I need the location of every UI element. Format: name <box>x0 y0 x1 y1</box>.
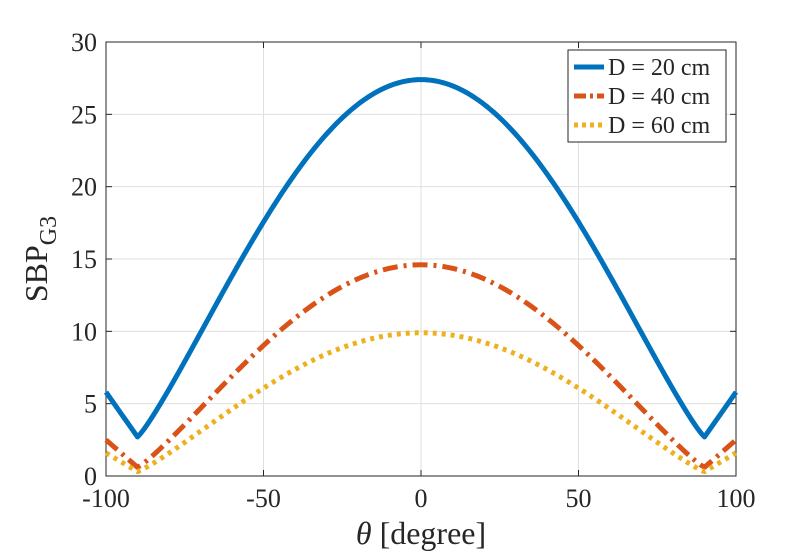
axis-ticks <box>105 41 737 477</box>
y-tick-label: 0 <box>84 462 97 491</box>
series-line-1 <box>103 77 739 440</box>
y-tick-label: 5 <box>84 390 97 419</box>
legend-label-1: D = 20 cm <box>608 55 711 81</box>
x-tick-label: -50 <box>246 484 281 513</box>
x-axis-label-text: [degree] <box>372 515 487 551</box>
x-tick-label: -100 <box>82 484 130 513</box>
x-tick-label: 100 <box>717 484 756 513</box>
y-axis-label: SBPG3 <box>18 216 62 302</box>
tick-labels: -100 -50 0 50 100 0 5 10 15 20 25 30 <box>71 28 756 513</box>
y-tick-label: 30 <box>71 28 97 57</box>
y-tick-label: 15 <box>71 245 97 274</box>
legend-label-2: D = 40 cm <box>608 84 711 110</box>
series-group <box>103 77 739 475</box>
y-tick-label: 10 <box>71 317 97 346</box>
x-tick-label: 0 <box>415 484 428 513</box>
y-tick-label: 20 <box>71 173 97 202</box>
y-axis-label-main: SBP <box>18 245 54 302</box>
y-axis-label-subscript: G3 <box>36 216 62 245</box>
legend-label-3: D = 60 cm <box>608 113 711 139</box>
series-line-2 <box>104 262 738 470</box>
x-axis-label: θ [degree] <box>356 515 486 551</box>
y-tick-label: 25 <box>71 100 97 129</box>
x-axis-label-symbol: θ <box>356 515 372 551</box>
x-tick-label: 50 <box>566 484 592 513</box>
legend: D = 20 cm D = 40 cm D = 60 cm <box>567 49 727 143</box>
